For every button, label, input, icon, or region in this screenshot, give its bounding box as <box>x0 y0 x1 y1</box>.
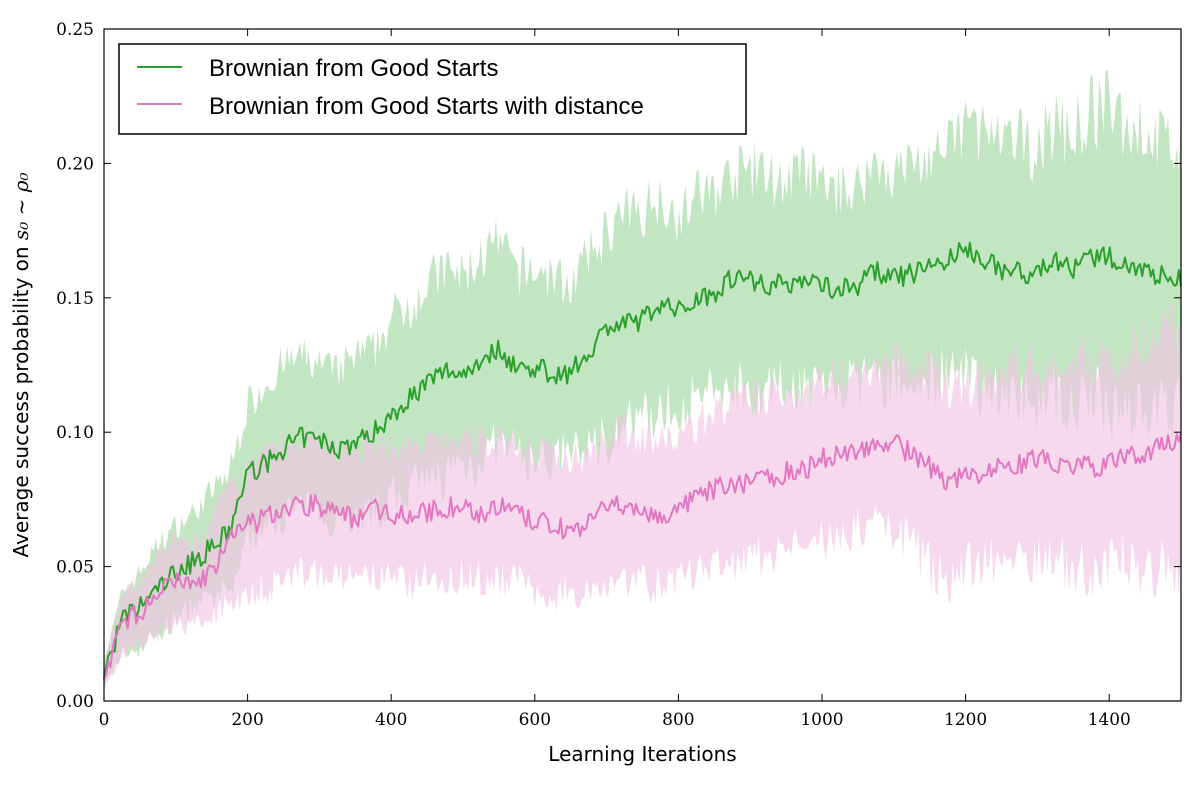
x-axis-title: Learning Iterations <box>548 742 736 766</box>
y-axis-title-math: s₀ ~ ρ₀ <box>9 173 33 241</box>
y-tick-label: 0.15 <box>56 289 94 309</box>
y-tick-label: 0.10 <box>56 423 94 443</box>
y-tick-label: 0.25 <box>56 20 94 40</box>
x-tick-label: 200 <box>231 710 263 730</box>
x-tick-label: 1000 <box>800 710 843 730</box>
plot-frame <box>103 28 1182 702</box>
x-tick-label: 600 <box>519 710 551 730</box>
x-tick-label: 0 <box>99 710 110 730</box>
x-tick-label: 1400 <box>1088 710 1131 730</box>
legend: Brownian from Good Starts Brownian from … <box>118 43 747 135</box>
series-line-0 <box>103 241 1182 679</box>
axis-ticks: 0 200 400 600 800 1000 1200 1400 0.00 0.05 0.10 0.1… <box>56 20 1181 730</box>
y-tick-label: 0.05 <box>56 558 94 578</box>
legend-box <box>118 43 747 135</box>
series-lines <box>103 241 1182 680</box>
x-tick-label: 400 <box>375 710 407 730</box>
legend-label-good-starts-distance: Brownian from Good Starts with distance <box>209 93 644 120</box>
y-tick-label: 0.20 <box>56 154 94 174</box>
y-tick-label: 0.00 <box>56 692 94 712</box>
series-line-1 <box>103 432 1182 680</box>
legend-label-good-starts: Brownian from Good Starts <box>209 55 498 82</box>
x-tick-label: 800 <box>662 710 694 730</box>
y-axis-title: Average success probability on s₀ ~ ρ₀ <box>9 173 33 558</box>
series-band-0 <box>104 69 1181 685</box>
confidence-bands <box>104 69 1181 691</box>
y-axis-title-text: Average success probability on <box>9 240 33 557</box>
x-tick-label: 1200 <box>944 710 987 730</box>
series-band-1 <box>104 302 1181 691</box>
